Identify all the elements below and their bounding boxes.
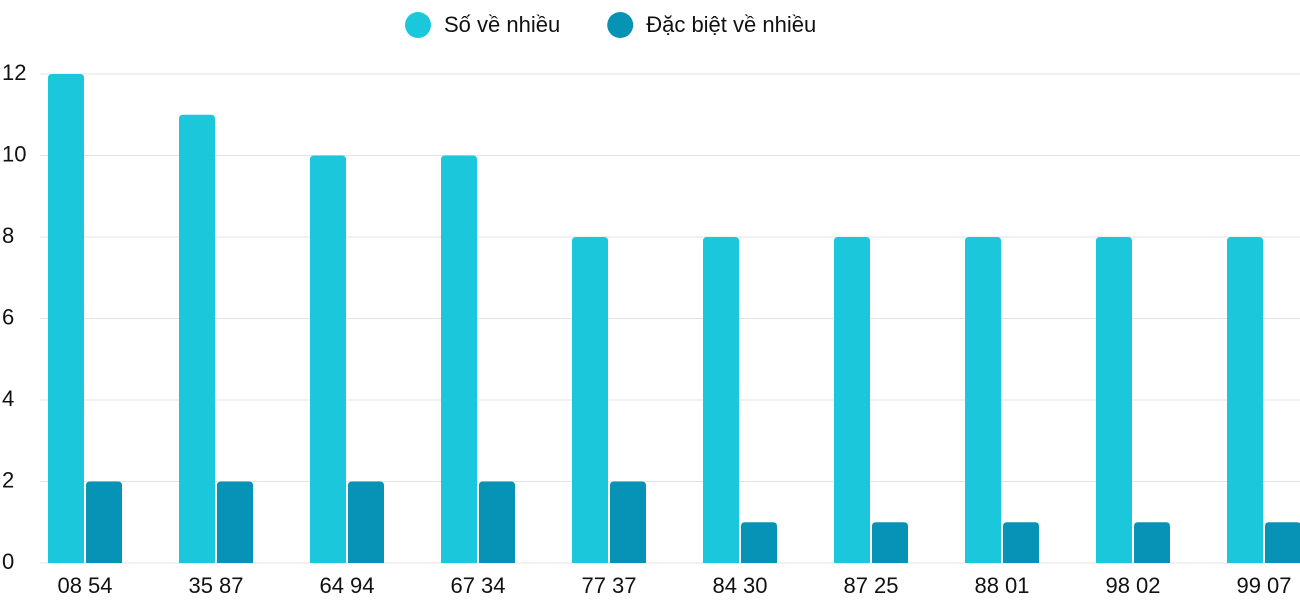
y-tick-label: 10: [2, 141, 26, 166]
bar: [48, 74, 84, 563]
x-tick-label: 67 34: [450, 573, 505, 598]
bar: [86, 481, 122, 563]
legend-label: Đặc biệt về nhiều: [646, 12, 816, 37]
bar: [217, 481, 253, 563]
legend-swatch: [405, 12, 431, 38]
bar: [310, 155, 346, 563]
bar: [1265, 522, 1300, 563]
bar: [1096, 237, 1132, 563]
bar: [703, 237, 739, 563]
y-tick-label: 4: [2, 386, 14, 411]
bar: [872, 522, 908, 563]
bar: [441, 155, 477, 563]
y-tick-label: 6: [2, 304, 14, 329]
x-tick-label: 08 54: [57, 573, 112, 598]
bar: [1003, 522, 1039, 563]
x-tick-label: 84 30: [712, 573, 767, 598]
bar: [572, 237, 608, 563]
bar: [610, 481, 646, 563]
legend-swatch: [607, 12, 634, 38]
x-tick-label: 35 87: [188, 573, 243, 598]
y-tick-label: 2: [2, 467, 14, 492]
bar: [1227, 237, 1263, 563]
x-tick-label: 64 94: [319, 573, 374, 598]
x-tick-label: 99 07: [1236, 573, 1291, 598]
y-tick-label: 0: [2, 549, 14, 574]
x-tick-label: 87 25: [843, 573, 898, 598]
y-tick-label: 8: [2, 223, 14, 248]
bar: [348, 481, 384, 563]
x-tick-label: 88 01: [974, 573, 1029, 598]
bar: [1134, 522, 1170, 563]
x-tick-label: 77 37: [581, 573, 636, 598]
bar: [834, 237, 870, 563]
bar: [965, 237, 1001, 563]
legend-label: Số về nhiều: [444, 12, 560, 37]
bar: [741, 522, 777, 563]
x-tick-label: 98 02: [1105, 573, 1160, 598]
y-tick-label: 12: [2, 60, 26, 85]
bar: [479, 481, 515, 563]
bar: [179, 114, 215, 563]
